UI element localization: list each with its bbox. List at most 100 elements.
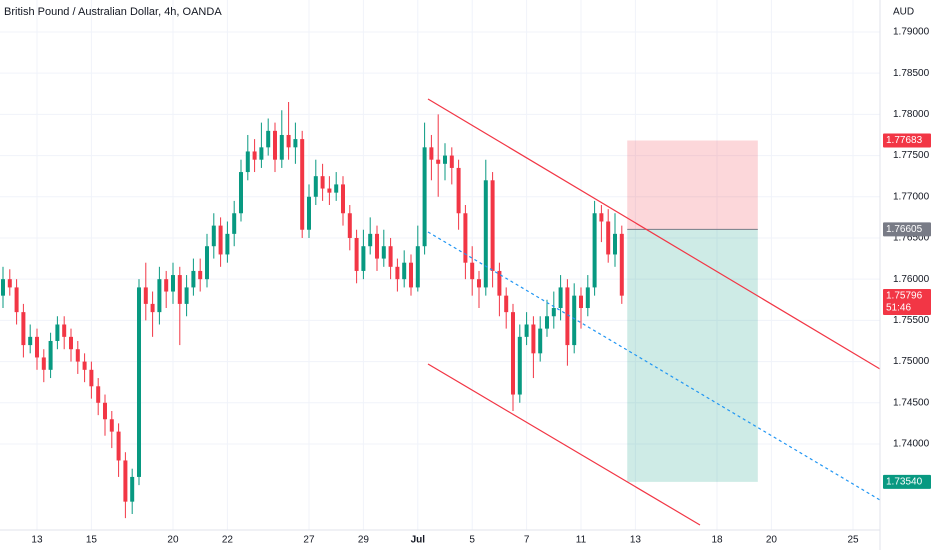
candle-body xyxy=(252,151,257,160)
candle-body xyxy=(266,130,271,148)
candle-body xyxy=(14,287,19,313)
candle-body xyxy=(116,431,121,461)
plot xyxy=(0,98,881,526)
candle-body xyxy=(565,287,570,346)
candle-body xyxy=(429,147,434,160)
candle-body xyxy=(177,275,182,304)
candle-body xyxy=(232,213,237,234)
y-tick-label: 1.79000 xyxy=(893,27,930,38)
candle-body xyxy=(361,246,366,271)
currency-label: AUD xyxy=(893,7,914,18)
candle-body xyxy=(102,402,107,420)
x-tick-label: 15 xyxy=(86,535,98,546)
stop-zone xyxy=(627,140,758,230)
candle-body xyxy=(75,349,80,362)
candle-body xyxy=(300,139,305,230)
candle-body xyxy=(347,213,352,238)
x-tick-label: 27 xyxy=(303,535,315,546)
candle-body xyxy=(211,225,216,247)
candle-body xyxy=(504,295,509,313)
candle-body xyxy=(415,246,420,288)
candle-body xyxy=(551,308,556,317)
candle-body xyxy=(531,324,536,354)
price-label: 1.75796 xyxy=(886,291,923,302)
candle-body xyxy=(0,279,5,296)
x-tick-label: 20 xyxy=(167,535,179,546)
y-tick-label: 1.76500 xyxy=(893,233,930,244)
candle-body xyxy=(470,262,475,280)
candle-body xyxy=(613,233,618,255)
price-label: 1.77683 xyxy=(886,135,923,146)
candle-body xyxy=(619,233,624,296)
candle-body xyxy=(422,147,427,247)
candle-body xyxy=(599,213,604,222)
candle-body xyxy=(82,361,87,370)
price-label: 1.76605 xyxy=(886,224,923,235)
candle-body xyxy=(334,184,339,193)
candle-body xyxy=(313,176,318,197)
candle-body xyxy=(538,328,543,354)
candle-body xyxy=(340,184,345,214)
candle-body xyxy=(21,312,26,346)
candle-body xyxy=(558,287,563,309)
price-label-box xyxy=(883,133,931,148)
candle-body xyxy=(170,275,175,292)
candle-body xyxy=(34,336,39,358)
candle-body xyxy=(354,237,359,271)
candle-body xyxy=(62,324,67,337)
candle-body xyxy=(55,324,60,341)
candle-body xyxy=(123,460,128,502)
candle-body xyxy=(517,336,522,395)
y-tick-label: 1.75000 xyxy=(893,356,930,367)
x-tick-label: 22 xyxy=(222,535,234,546)
target-zone xyxy=(627,229,758,482)
candle-body xyxy=(374,233,379,259)
candle-body xyxy=(497,270,502,296)
candle-body xyxy=(510,312,515,395)
price-label: 1.73540 xyxy=(886,477,923,488)
candle-body xyxy=(286,134,291,148)
candle-body xyxy=(191,270,196,288)
candle-body xyxy=(89,369,94,387)
y-tick-label: 1.78500 xyxy=(893,68,930,79)
candle-body xyxy=(204,246,209,280)
candle-body xyxy=(388,246,393,267)
x-tick-label: 13 xyxy=(31,535,43,546)
chart-title: British Pound / Australian Dollar, 4h, O… xyxy=(4,6,222,18)
candle-body xyxy=(456,167,461,214)
candle-body xyxy=(381,246,386,259)
candle-body xyxy=(402,262,407,280)
x-tick-label: 18 xyxy=(711,535,723,546)
candle-body xyxy=(41,357,46,370)
candle-body xyxy=(585,287,590,309)
axes: 1.79000 1.78500 1.78000 1.77500 1.77000 1.765… xyxy=(31,27,931,546)
x-tick-label: Jul xyxy=(411,535,426,546)
x-tick-label: 29 xyxy=(358,535,370,546)
candle-body xyxy=(606,221,611,255)
candle-body xyxy=(490,180,495,271)
y-tick-label: 1.74500 xyxy=(893,397,930,408)
candle-body xyxy=(408,262,413,288)
price-label-box xyxy=(883,222,931,237)
candle-body xyxy=(544,316,549,329)
x-tick-label: 25 xyxy=(847,535,859,546)
y-tick-label: 1.75500 xyxy=(893,315,930,326)
candle-body xyxy=(68,336,73,350)
x-tick-label: 11 xyxy=(576,535,587,546)
candle-body xyxy=(449,155,454,168)
candle-body xyxy=(524,324,529,337)
candle-body xyxy=(184,287,189,304)
y-tick-label: 1.77000 xyxy=(893,191,930,202)
candle-body xyxy=(96,386,101,403)
countdown-label: 51:46 xyxy=(886,303,911,314)
candle-body xyxy=(143,287,148,304)
candle-body xyxy=(218,225,223,255)
x-tick-label: 5 xyxy=(469,535,475,546)
candle-body xyxy=(157,279,162,313)
candle-body xyxy=(272,130,277,160)
candle-body xyxy=(436,159,441,164)
candle-body xyxy=(259,147,264,160)
y-tick-label: 1.77500 xyxy=(893,150,930,161)
